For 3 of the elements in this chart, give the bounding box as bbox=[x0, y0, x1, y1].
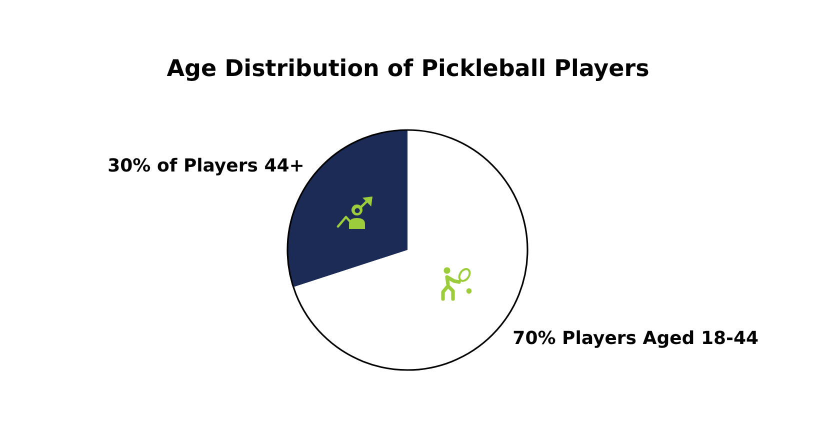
slice-label: 70% Players Aged 18-44 bbox=[512, 328, 759, 350]
chart-title: Age Distribution of Pickleball Players bbox=[166, 56, 650, 82]
slice-label: 30% of Players 44+ bbox=[108, 155, 304, 176]
